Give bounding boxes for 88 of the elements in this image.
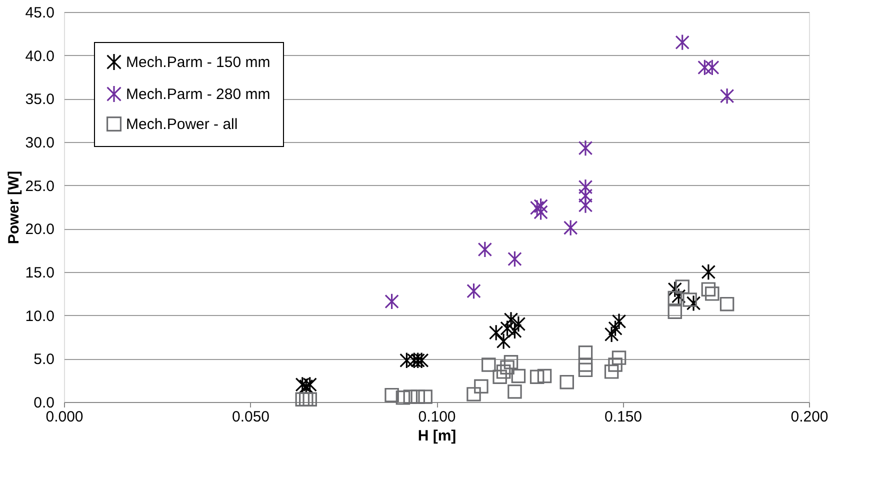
point [474, 379, 488, 394]
y-tick-label: 5.0 [34, 351, 54, 368]
point [295, 392, 310, 407]
x-tick-label: 0.050 [232, 408, 270, 426]
point [302, 392, 317, 407]
point [578, 140, 593, 156]
point [396, 390, 410, 405]
point [496, 364, 511, 379]
x-tick-label: 0.200 [790, 408, 828, 426]
point [537, 368, 552, 384]
point [500, 320, 514, 337]
y-tick-label: 20.0 [25, 221, 54, 238]
point [508, 250, 522, 268]
point [488, 324, 504, 342]
point [698, 59, 712, 76]
y-tick-label: 45.0 [25, 4, 54, 22]
point [720, 296, 734, 312]
point [612, 350, 626, 365]
y-tick-label: 25.0 [25, 178, 54, 195]
point [410, 352, 425, 369]
point [563, 219, 578, 236]
point [578, 196, 593, 214]
point [508, 384, 522, 399]
point [466, 282, 481, 300]
point [407, 352, 422, 369]
point [492, 370, 507, 384]
point [530, 199, 544, 216]
point [608, 320, 622, 337]
point [672, 288, 686, 305]
point [578, 362, 593, 378]
legend-label: Mech.Parm - 280 mm [126, 86, 270, 103]
y-tick-label: 15.0 [25, 264, 54, 282]
point [534, 204, 548, 221]
point [604, 364, 619, 379]
point [384, 388, 399, 402]
y-tick-label: 35.0 [25, 91, 54, 108]
point [668, 304, 682, 319]
point [504, 355, 518, 370]
point [414, 352, 429, 369]
point [400, 352, 414, 369]
point [668, 280, 682, 298]
point [578, 345, 593, 360]
point [466, 387, 481, 402]
point [705, 59, 720, 76]
point [478, 241, 492, 258]
point [295, 376, 310, 394]
point [560, 374, 574, 390]
point [511, 316, 526, 332]
point [403, 390, 418, 404]
point [508, 322, 522, 340]
y-tick-label: 30.0 [25, 134, 54, 152]
point [504, 311, 518, 328]
point [668, 290, 682, 306]
x-tick-label: 0.150 [604, 408, 642, 426]
point [675, 280, 690, 294]
point [500, 360, 514, 374]
point [482, 358, 496, 372]
point [496, 332, 511, 350]
y-tick-label: 40.0 [25, 48, 54, 65]
point [705, 286, 720, 301]
y-axis-title: Power [W] [5, 170, 22, 244]
point [511, 368, 526, 384]
point [701, 282, 716, 296]
point [701, 264, 716, 280]
point [604, 326, 619, 343]
x-tick-label: 0.100 [418, 408, 456, 426]
legend-label: Mech.Power - all [126, 116, 238, 133]
x-tick-label: 0.000 [46, 408, 84, 426]
point [608, 358, 622, 372]
point [302, 376, 317, 394]
point [418, 390, 432, 404]
x-axis-title: H [m] [418, 428, 456, 444]
point [682, 292, 697, 307]
point [578, 187, 593, 204]
point [410, 390, 425, 404]
point [299, 392, 314, 407]
y-tick-label: 0.0 [34, 394, 54, 412]
point [578, 358, 593, 372]
point [530, 370, 544, 384]
point [612, 313, 626, 330]
point [534, 198, 548, 215]
point [578, 178, 593, 196]
point [384, 293, 399, 310]
y-tick-label: 10.0 [25, 308, 54, 325]
point [675, 34, 690, 51]
point [720, 88, 734, 104]
point [686, 294, 701, 312]
legend-label: Mech.Parm - 150 mm [126, 54, 270, 71]
